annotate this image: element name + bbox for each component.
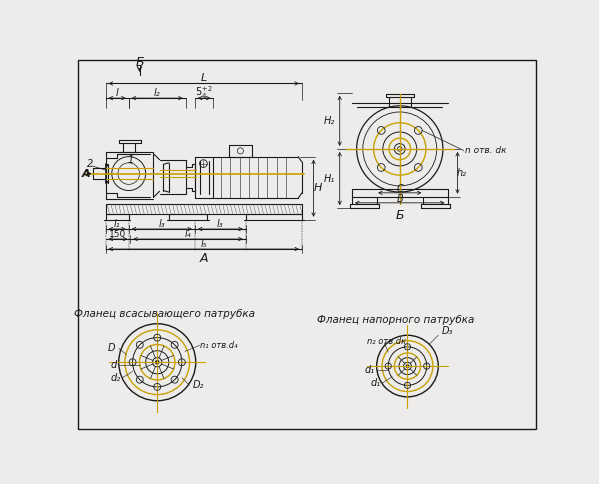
Text: l₂: l₂	[154, 89, 161, 99]
Text: n отв. dк: n отв. dк	[465, 146, 507, 155]
Text: L: L	[201, 73, 207, 83]
Text: l₄: l₄	[184, 229, 191, 240]
Text: Б: Б	[135, 56, 144, 69]
Text: B: B	[397, 194, 403, 204]
Text: $5^{+2}_{4}$: $5^{+2}_{4}$	[195, 84, 213, 101]
Text: Б: Б	[395, 210, 404, 223]
Text: l₃: l₃	[159, 219, 165, 229]
Circle shape	[406, 364, 409, 368]
Text: h₂: h₂	[456, 168, 467, 178]
Text: А: А	[199, 252, 208, 265]
Circle shape	[155, 360, 159, 364]
Text: H₁: H₁	[323, 174, 335, 183]
Text: Фланец всасывающего патрубка: Фланец всасывающего патрубка	[74, 309, 255, 319]
Text: 150: 150	[110, 230, 126, 239]
Text: Фланец напорного патрубка: Фланец напорного патрубка	[317, 315, 474, 325]
Text: C: C	[397, 184, 403, 194]
Text: n₁ отв.d₄: n₁ отв.d₄	[199, 341, 237, 350]
Text: d₁: d₁	[370, 378, 380, 388]
Text: 1: 1	[127, 155, 134, 165]
Text: D: D	[107, 343, 115, 353]
Text: d₁: d₁	[365, 365, 375, 375]
Text: H: H	[314, 183, 322, 193]
Text: D₂: D₂	[193, 380, 204, 390]
Text: H₂: H₂	[323, 116, 335, 126]
Text: А: А	[82, 168, 90, 179]
Text: 2: 2	[87, 159, 93, 169]
Text: l₁: l₁	[114, 219, 120, 229]
Text: l₃: l₃	[217, 219, 223, 229]
Text: d: d	[111, 360, 117, 370]
Text: D₃: D₃	[442, 326, 453, 336]
Text: l: l	[116, 89, 119, 99]
Text: n₂ отв.dк: n₂ отв.dк	[367, 337, 407, 346]
Text: l₅: l₅	[201, 240, 207, 249]
Text: d₂: d₂	[111, 373, 121, 383]
